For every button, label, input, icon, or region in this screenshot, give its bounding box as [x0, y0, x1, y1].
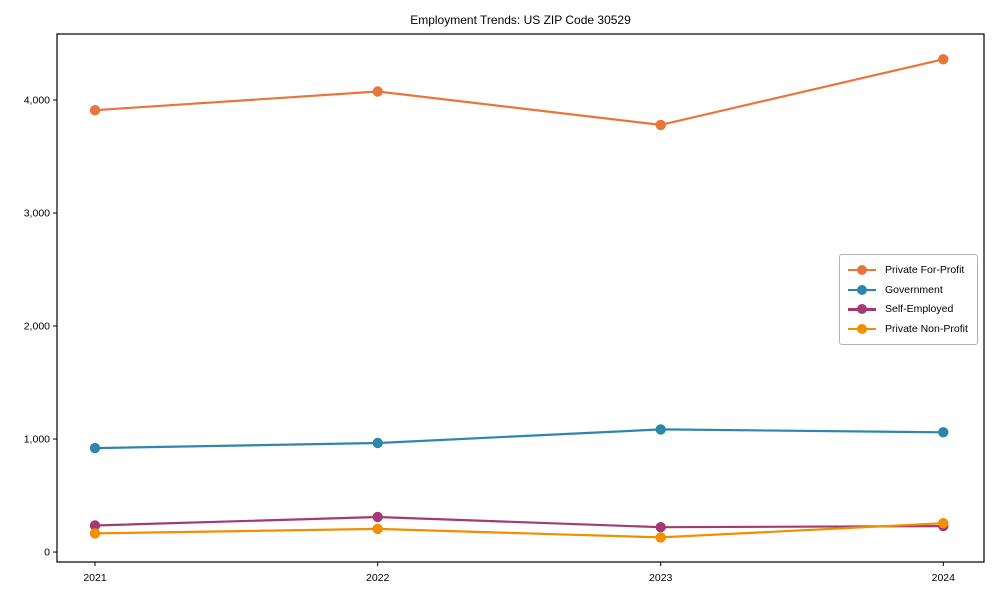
- legend: Private For-Profit Government Self-Emplo…: [839, 254, 978, 345]
- plot-frame: [56, 33, 985, 563]
- data-point: [89, 105, 101, 116]
- data-point: [372, 511, 383, 523]
- data-point: [655, 424, 666, 435]
- data-point: [89, 528, 101, 539]
- series-line-self-employed: [93, 515, 945, 529]
- y-tick-label: 2,000: [24, 321, 50, 333]
- legend-label: Private For-Profit: [885, 264, 965, 276]
- legend-line-marker-icon: [848, 303, 876, 315]
- data-point: [938, 518, 949, 529]
- x-tick-label: 2024: [932, 572, 956, 584]
- legend-line-marker-icon: [848, 323, 876, 335]
- legend-entry-private-non-profit: Private Non-Profit: [848, 320, 969, 338]
- series-line-government: [93, 428, 945, 450]
- data-point: [372, 86, 383, 97]
- data-point: [89, 442, 101, 454]
- data-point: [938, 54, 949, 65]
- legend-line-marker-icon: [848, 284, 876, 296]
- series-line-private-for-profit: [93, 58, 945, 127]
- y-tick-label: 3,000: [24, 208, 50, 220]
- series-line-private-non-profit: [93, 522, 945, 539]
- x-tick-label: 2022: [366, 572, 390, 584]
- data-point: [938, 427, 949, 438]
- data-point: [372, 523, 383, 535]
- legend-entry-private-for-profit: Private For-Profit: [848, 261, 969, 279]
- legend-label: Self-Employed: [885, 303, 954, 316]
- legend-label: Private Non-Profit: [885, 322, 968, 335]
- legend-line-marker-icon: [848, 264, 876, 276]
- legend-entry-government: Government: [848, 281, 969, 299]
- x-tick-label: 2023: [649, 572, 673, 584]
- y-tick-label: 0: [44, 547, 50, 559]
- x-tick-label: 2021: [83, 572, 107, 584]
- data-point: [655, 119, 666, 131]
- data-point: [89, 520, 101, 531]
- data-point: [655, 522, 666, 533]
- y-tick-label: 1,000: [24, 434, 50, 446]
- chart-title: Employment Trends: US ZIP Code 30529: [410, 13, 631, 27]
- data-point: [372, 437, 383, 449]
- data-point: [655, 532, 666, 543]
- legend-label: Government: [885, 283, 943, 296]
- y-tick-label: 4,000: [24, 95, 50, 107]
- legend-entry-self-employed: Self-Employed: [848, 300, 969, 318]
